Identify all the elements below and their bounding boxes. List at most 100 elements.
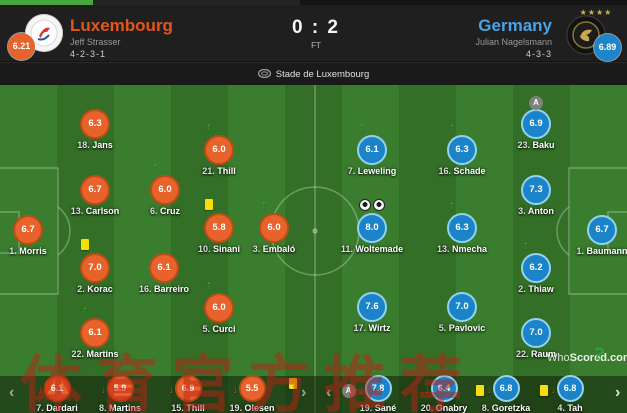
player-badges (327, 198, 417, 212)
player-leweling[interactable]: ↑ 6.1 7. Leweling (327, 120, 417, 176)
yellow-card-icon (289, 378, 297, 389)
player-schade[interactable]: ↑ 6.3 16. Schade (417, 120, 507, 176)
player-cruz[interactable]: ↑ 6.0 6. Cruz (120, 160, 210, 216)
player-korac[interactable]: 7.0 2. Korac (50, 239, 140, 294)
player-label: 1. Baumann (576, 246, 627, 256)
sub-tah[interactable]: ↓ 6.8 4. Tah (525, 375, 615, 413)
subbed-off-arrow-icon: ↓ (358, 385, 365, 397)
player-rating: 6.4 (430, 375, 458, 402)
player-badges (174, 198, 264, 212)
player-jans[interactable]: 6.3 18. Jans (50, 109, 140, 150)
player-rating: 7.0 (521, 318, 551, 348)
sub-status-icons: ↓ (475, 384, 492, 396)
player-martins[interactable]: ↑ 6.1 22. Martins (50, 303, 140, 359)
subbed-on-arrow-icon: ↑ (359, 120, 365, 134)
player-morris[interactable]: 6.7 1. Morris (0, 215, 73, 256)
home-team-name[interactable]: Luxembourg (70, 16, 173, 35)
player-rating: 6.8 (492, 375, 520, 402)
subbed-on-arrow-icon: ↑ (449, 120, 455, 134)
player-label: 10. Sinani (197, 244, 241, 254)
subbed-off-arrow-icon: ↓ (37, 384, 44, 396)
player-pavlovic[interactable]: 7.0 5. Pavlovic (417, 292, 507, 333)
player-sinani[interactable]: 5.8 10. Sinani (174, 199, 264, 254)
player-woltemade[interactable]: 8.0 11. Woltemade (327, 198, 417, 254)
sub-goretzka[interactable]: ↓ 6.8 8. Goretzka (461, 375, 551, 413)
home-manager-name: Jeff Strasser (70, 37, 121, 47)
player-rating: 6.1 (80, 318, 110, 348)
home-subs-scroll-left-icon[interactable]: ‹ (9, 384, 15, 401)
stadium-icon (257, 68, 271, 81)
player-baku[interactable]: A 6.9 23. Baku (491, 96, 581, 150)
player-label: 13. Nmecha (436, 244, 488, 254)
sub-dardari[interactable]: ↓ 6.1 7. Dardari (12, 375, 102, 413)
player-raum[interactable]: 7.0 22. Raum (491, 318, 581, 359)
subbed-on-arrow-icon: ↑ (82, 303, 88, 317)
away-subs-scroll-left-icon[interactable]: ‹ (326, 384, 332, 401)
player-rating: 6.9 (174, 375, 202, 402)
subbed-off-arrow-icon: ↓ (168, 384, 175, 396)
player-rating: 6.7 (587, 215, 617, 245)
player-wirtz[interactable]: 7.6 17. Wirtz (327, 292, 417, 333)
assist-icon: A (341, 384, 356, 398)
assist-icon: A (529, 96, 543, 110)
player-label: 2. Korac (77, 284, 113, 294)
subbed-on-arrow-icon: ↑ (523, 238, 529, 252)
sub-martins[interactable]: ↓ 5.9 8. Martins (75, 375, 165, 413)
progress-bar (0, 0, 627, 5)
away-subs-scroll-right-icon[interactable]: › (615, 384, 621, 401)
player-label: 16. Barreiro (138, 284, 190, 294)
player-label: 22. Raum (515, 349, 557, 359)
player-rating: 6.7 (80, 175, 110, 205)
player-rating: 7.6 (357, 292, 387, 322)
player-rating: 7.0 (447, 292, 477, 322)
player-label: 13. Carlson (70, 206, 120, 216)
yellow-card-icon (539, 384, 548, 396)
progress-fill (0, 0, 93, 5)
player-label: 8. Goretzka (481, 403, 531, 413)
player-badges: ↑ (120, 160, 210, 174)
player-rating: 6.9 (521, 109, 551, 139)
player-badges: ↑ (174, 278, 264, 292)
player-barreiro[interactable]: 6.1 16. Barreiro (119, 253, 209, 294)
player-label: 3. Embaló (252, 244, 296, 254)
sub-san[interactable]: A ↓ 7.8 19. Sané (333, 375, 423, 413)
subbed-off-arrow-icon: ↓ (100, 384, 107, 396)
away-team-name[interactable]: Germany (478, 16, 552, 35)
player-label: 4. Tah (557, 403, 583, 413)
sub-status-icons: ↓ (38, 384, 44, 396)
player-nmecha[interactable]: ↑ 6.3 13. Nmecha (417, 198, 507, 254)
yellow-card-icon (205, 199, 213, 211)
player-carlson[interactable]: 6.7 13. Carlson (50, 175, 140, 216)
home-formation: 4-2-3-1 (70, 49, 107, 59)
player-rating: 7.0 (80, 253, 110, 283)
player-label: 20. Gnabry (420, 403, 468, 413)
subbed-on-arrow-icon: ↑ (152, 160, 158, 174)
home-subs-scroll-right-icon[interactable]: › (301, 384, 307, 401)
player-label: 2. Thiaw (518, 284, 554, 294)
subbed-off-arrow-icon: ↓ (550, 384, 557, 396)
venue-bar: Stade de Luxembourg (0, 62, 627, 86)
player-rating: 5.5 (238, 375, 266, 402)
home-team-rating-badge: 6.21 (8, 33, 35, 60)
player-label: 17. Wirtz (353, 323, 391, 333)
subbed-on-arrow-icon: ↑ (206, 278, 212, 292)
player-label: 15. Thill (171, 403, 205, 413)
player-rating: 7.3 (521, 175, 551, 205)
subbed-on-arrow-icon: ↑ (206, 120, 212, 134)
player-thiaw[interactable]: ↑ 6.2 2. Thiaw (491, 238, 581, 294)
player-embal[interactable]: ↑ 6.0 3. Embaló (229, 198, 319, 254)
player-curci[interactable]: ↑ 6.0 5. Curci (174, 278, 264, 334)
player-rating: 6.1 (43, 375, 71, 402)
goal-icons (358, 196, 386, 213)
player-label: 18. Jans (77, 140, 113, 150)
player-anton[interactable]: 7.3 3. Anton (491, 175, 581, 216)
sub-thill[interactable]: ↓ 6.9 15. Thill (143, 375, 233, 413)
sub-olesen[interactable]: ↓ 5.5 19. Olesen (207, 375, 297, 413)
player-badges: ↑ (417, 198, 507, 212)
sub-gnabry[interactable]: ↓ 6.4 20. Gnabry (399, 375, 489, 413)
subbed-on-arrow-icon: ↑ (449, 198, 455, 212)
player-thill[interactable]: ↑ 6.0 21. Thill (174, 120, 264, 176)
away-team-rating-badge: 6.89 (594, 34, 621, 61)
player-baumann[interactable]: 6.7 1. Baumann (557, 215, 627, 256)
